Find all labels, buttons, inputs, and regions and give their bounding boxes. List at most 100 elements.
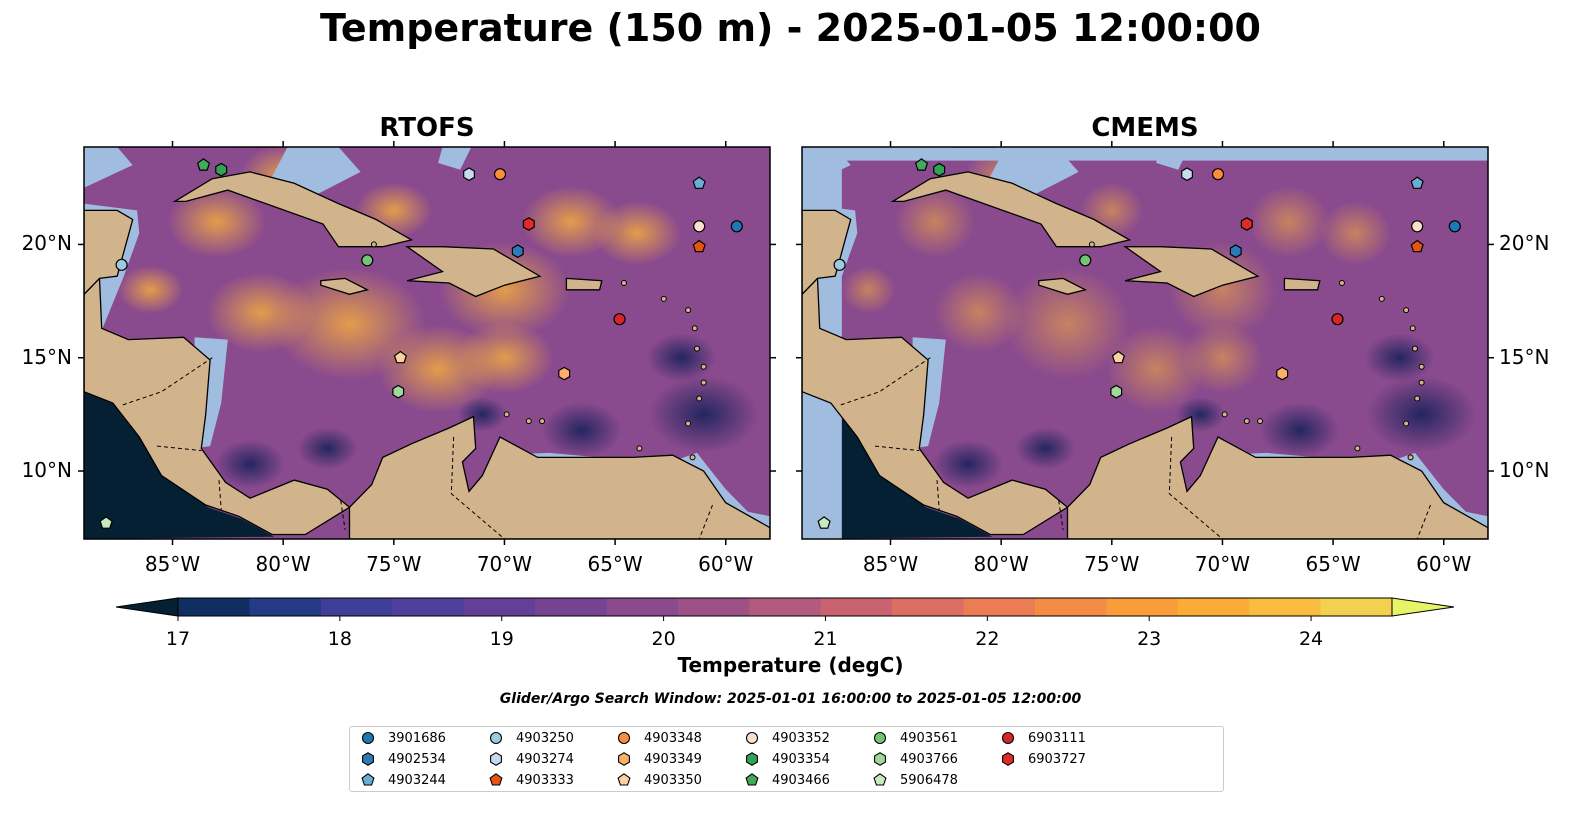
small-island	[1403, 307, 1410, 314]
colorbar-tick-label: 18	[327, 628, 352, 650]
float-marker-5906478[interactable]	[99, 516, 113, 529]
float-marker-4903466[interactable]	[914, 158, 929, 171]
warm-eddy	[167, 185, 267, 258]
x-tick-label: 70°W	[476, 552, 533, 576]
warm-eddy	[1319, 201, 1392, 266]
panel-title-cmems: CMEMS	[1091, 113, 1199, 143]
float-marker-4903352[interactable]	[693, 220, 706, 233]
small-island	[539, 418, 546, 425]
border-line	[874, 445, 920, 452]
float-marker-4903766[interactable]	[392, 384, 405, 399]
float-marker-4903354[interactable]	[933, 162, 946, 177]
float-marker-4903333[interactable]	[692, 239, 706, 253]
map-panel-cmems	[796, 141, 1494, 545]
x-tick-label: 80°W	[973, 552, 1029, 576]
border-line	[936, 480, 940, 510]
land-centralam	[84, 276, 351, 536]
small-island	[1257, 418, 1264, 425]
float-marker-4903333[interactable]	[1410, 239, 1424, 253]
colorbar-segment	[963, 598, 1036, 616]
float-marker-4902534[interactable]	[511, 244, 524, 259]
legend-marker-circle	[745, 731, 759, 745]
land-yucatan	[802, 209, 852, 296]
border-line	[218, 480, 222, 510]
small-island	[525, 418, 532, 425]
float-marker-6903111[interactable]	[613, 313, 626, 326]
land-southam	[348, 415, 770, 539]
colorbar-segment	[1320, 598, 1393, 616]
colorbar-segment	[535, 598, 608, 616]
y-tick-label: 20°N	[1499, 231, 1550, 256]
colorbar-tick-label: 23	[1137, 628, 1162, 650]
cool-eddy	[646, 333, 717, 383]
float-marker-3901686[interactable]	[730, 220, 743, 233]
float-marker-4903466[interactable]	[196, 158, 211, 171]
small-island	[689, 454, 696, 461]
float-marker-4903352[interactable]	[1411, 220, 1424, 233]
float-marker-4903250[interactable]	[115, 258, 128, 271]
border-line	[1168, 436, 1223, 539]
legend-label: 4903244	[388, 772, 446, 788]
border-line	[450, 436, 505, 539]
legend-item-5906478: 5906478	[872, 771, 958, 789]
land-yucatan	[84, 209, 134, 296]
float-marker-4903561[interactable]	[1079, 254, 1092, 267]
float-marker-4902534[interactable]	[1229, 244, 1242, 259]
map-panel-rtofs	[78, 141, 776, 545]
float-marker-4903349[interactable]	[558, 366, 571, 381]
float-marker-4903244[interactable]	[1410, 176, 1424, 189]
x-tick-label: 70°W	[1194, 552, 1251, 576]
legend-marker-hexagon	[1002, 752, 1014, 766]
legend-item-4903354: 4903354	[744, 750, 830, 768]
search-window-note: Glider/Argo Search Window: 2025-01-01 16…	[499, 691, 1082, 707]
float-marker-4903561[interactable]	[361, 254, 374, 267]
warm-eddy	[1004, 267, 1131, 380]
float-marker-6903727[interactable]	[522, 217, 535, 231]
legend-item-4903561: 4903561	[872, 729, 958, 747]
colorbar-segment	[392, 598, 465, 616]
colorbar-segment	[1249, 598, 1322, 616]
float-marker-4903349[interactable]	[1276, 366, 1289, 381]
float-marker-6903111[interactable]	[1331, 313, 1344, 326]
legend-item-6903111: 6903111	[1000, 729, 1086, 747]
colorbar-segment	[463, 598, 536, 616]
warm-eddy	[934, 272, 1025, 353]
float-marker-4903766[interactable]	[1110, 384, 1123, 399]
warm-eddy	[841, 265, 896, 314]
float-marker-5906478[interactable]	[817, 516, 831, 529]
legend-marker-pentagon	[617, 773, 631, 786]
float-marker-4903350[interactable]	[1111, 350, 1126, 364]
x-tick-label: 60°W	[1416, 552, 1472, 576]
legend-marker-pentagon	[745, 773, 759, 786]
float-marker-4903348[interactable]	[493, 168, 507, 181]
float-marker-4903274[interactable]	[1181, 167, 1193, 182]
colorbar-segment	[178, 598, 251, 616]
legend-marker-pentagon	[873, 773, 887, 786]
colorbar-segment	[892, 598, 965, 616]
cool-eddy	[648, 375, 759, 453]
small-island	[1088, 241, 1095, 248]
legend-marker-circle	[617, 731, 631, 745]
float-marker-4903348[interactable]	[1211, 168, 1225, 181]
colorbar-segment	[320, 598, 393, 616]
float-marker-4903274[interactable]	[463, 167, 475, 182]
float-marker-3901686[interactable]	[1448, 220, 1461, 233]
legend-marker-circle	[489, 731, 503, 745]
x-tick-label: 60°W	[698, 552, 754, 576]
cool-eddy	[932, 439, 1003, 489]
small-island	[660, 295, 667, 302]
warm-eddy	[206, 272, 317, 353]
warm-eddy	[454, 321, 554, 394]
float-marker-4903244[interactable]	[692, 176, 706, 189]
y-tick-label: 10°N	[1499, 458, 1550, 483]
float-marker-4903350[interactable]	[393, 350, 408, 364]
float-marker-4903250[interactable]	[833, 258, 846, 271]
colorbar-under-arrow	[115, 597, 179, 617]
float-marker-4903354[interactable]	[215, 162, 228, 177]
small-island	[1403, 420, 1410, 427]
legend-item-4903766: 4903766	[872, 750, 958, 768]
small-island	[685, 420, 692, 427]
warm-eddy	[117, 265, 184, 314]
x-tick-label: 85°W	[862, 552, 919, 576]
float-marker-6903727[interactable]	[1240, 217, 1253, 231]
